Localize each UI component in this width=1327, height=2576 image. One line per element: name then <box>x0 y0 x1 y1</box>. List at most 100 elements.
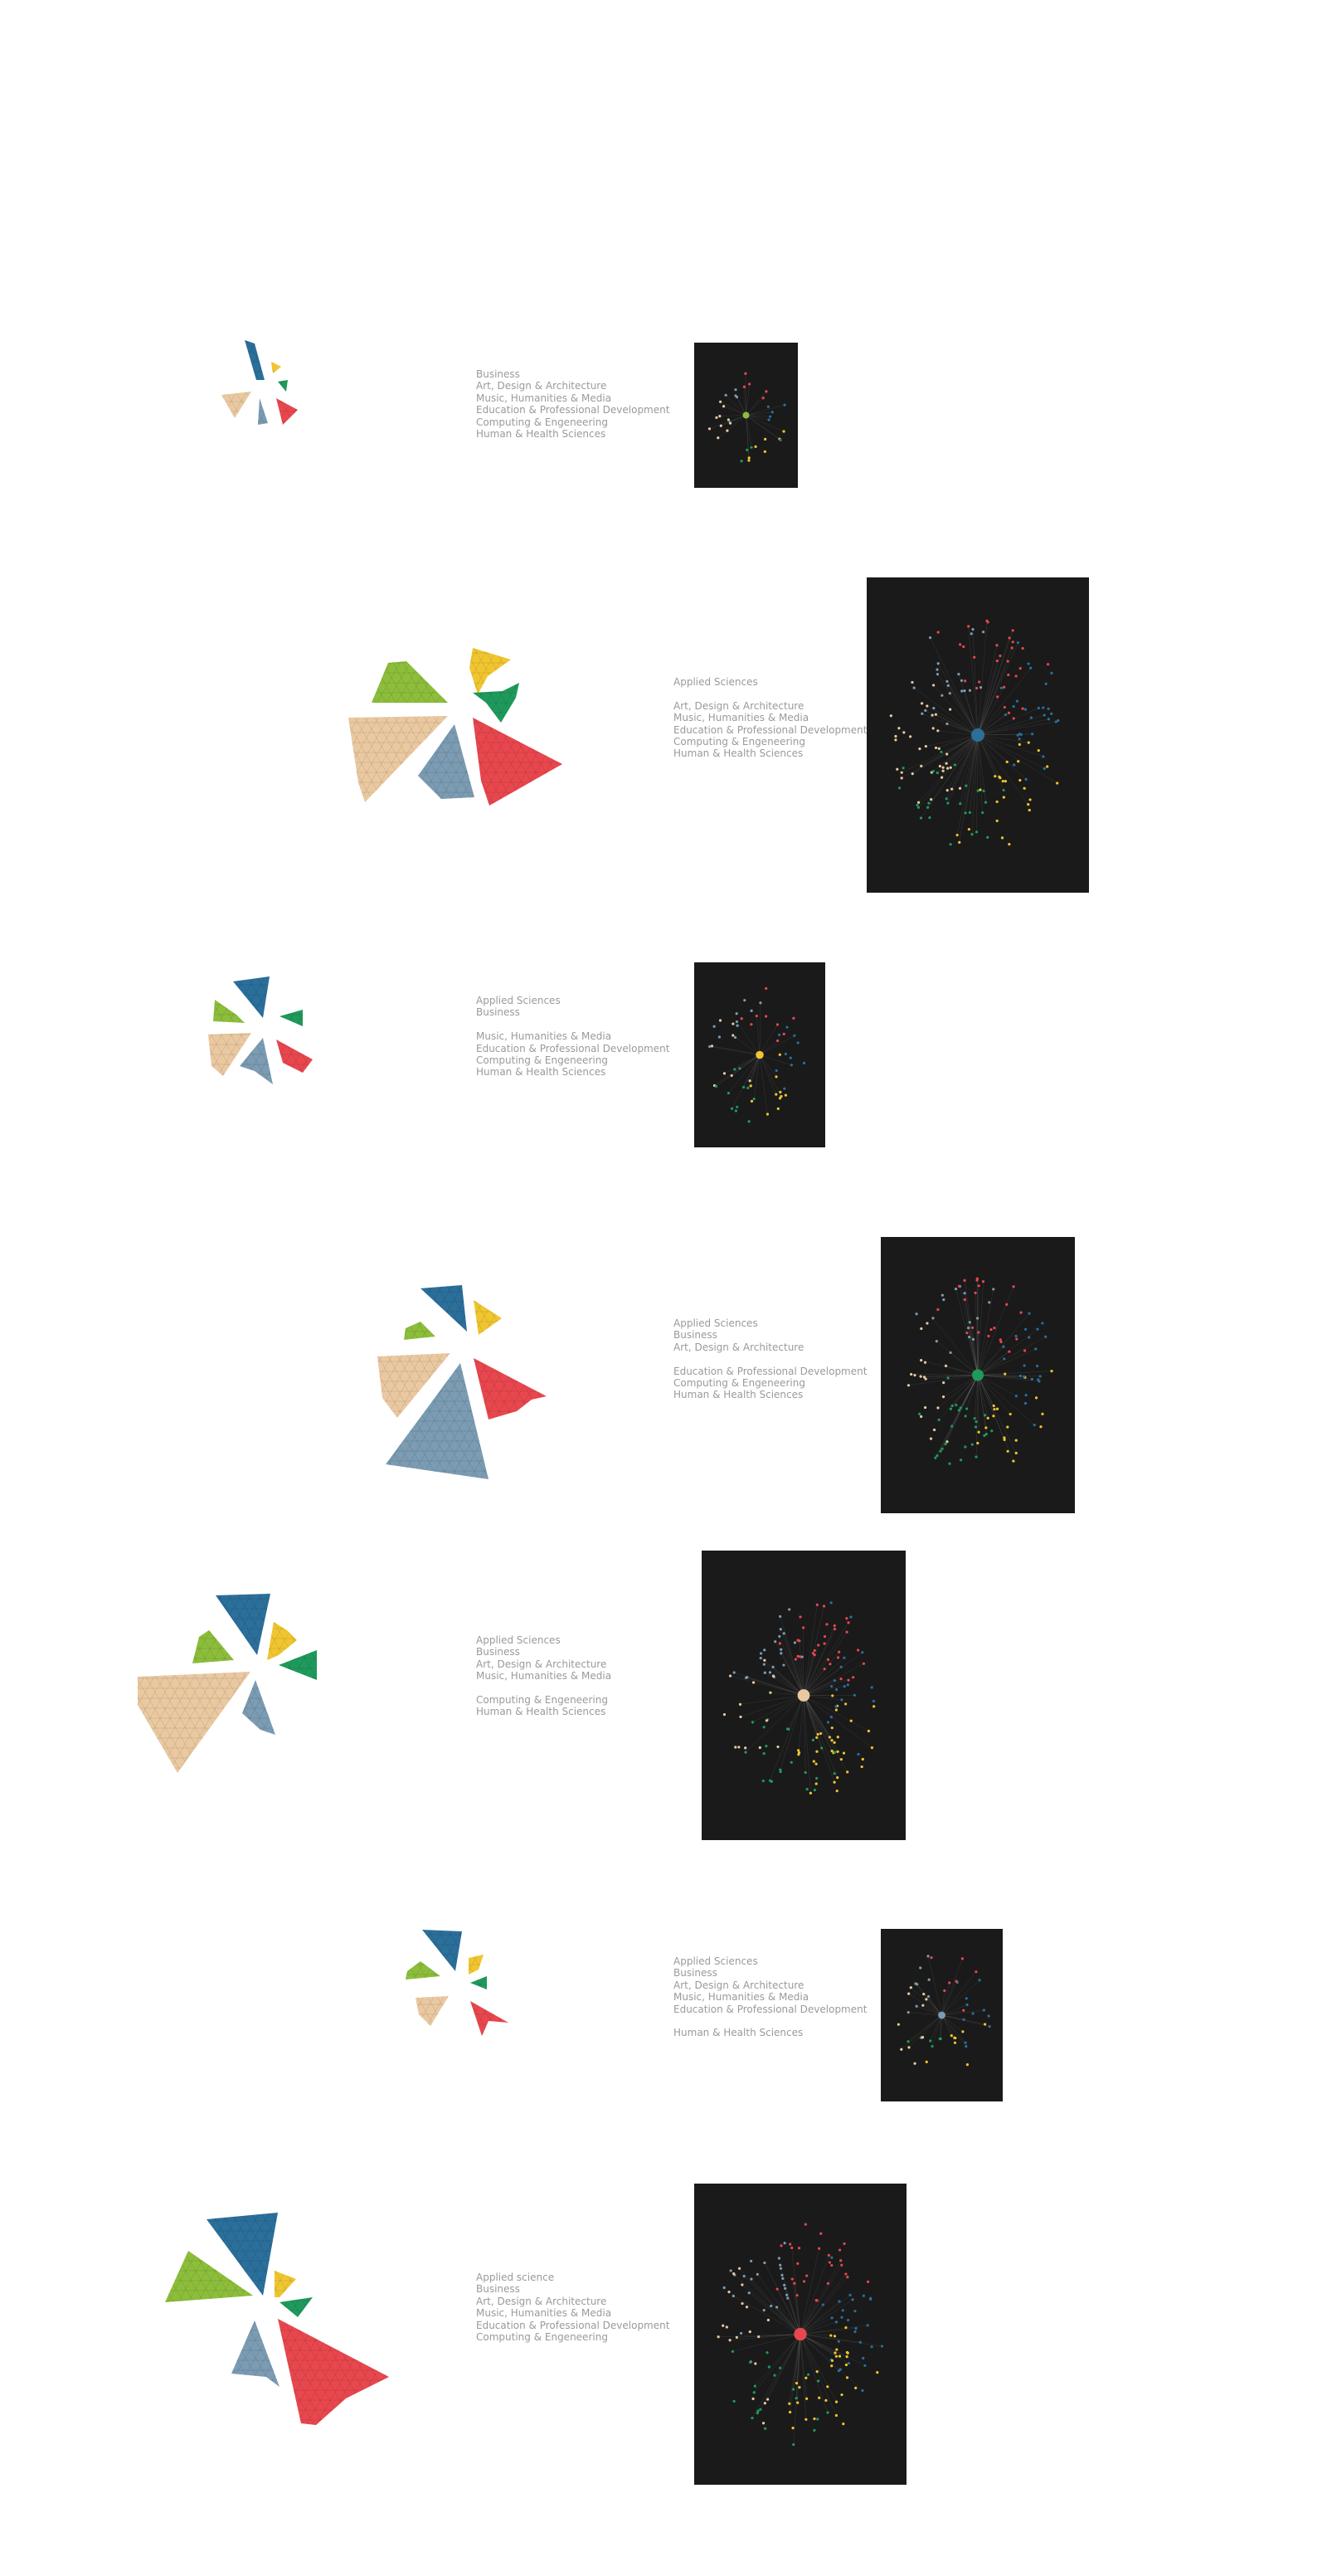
network-node <box>763 450 766 453</box>
legend-item: Human & Health Sciences <box>673 1389 804 1401</box>
network-node <box>766 2318 770 2322</box>
network-svg <box>707 372 786 463</box>
network-edge <box>977 1375 989 1419</box>
network-node <box>746 448 749 451</box>
network-node <box>828 2261 832 2264</box>
network-node <box>750 1009 753 1012</box>
network-edge <box>913 687 979 736</box>
network-node <box>1012 704 1015 709</box>
network-edge <box>770 1672 804 1696</box>
network-node <box>907 2040 910 2043</box>
network-node <box>953 2036 956 2039</box>
network-node <box>984 801 988 804</box>
network-edge <box>977 1375 1011 1415</box>
network-hub-node <box>742 411 750 419</box>
network-node <box>983 1434 986 1437</box>
network-node <box>982 631 985 634</box>
legend-item: Music, Humanities & Media <box>673 1991 809 2004</box>
network-node <box>736 1024 739 1027</box>
network-edge <box>921 1375 979 1377</box>
network-node <box>845 2376 849 2379</box>
network-node <box>1050 712 1053 716</box>
network-node <box>930 797 933 801</box>
network-node <box>1037 706 1040 710</box>
network-graph <box>867 577 1089 893</box>
network-node <box>752 1097 756 1101</box>
network-node <box>750 446 753 449</box>
network-node <box>804 2223 807 2226</box>
network-edge <box>746 415 770 421</box>
network-node <box>776 1107 780 1111</box>
network-node <box>959 1458 963 1462</box>
network-node <box>1009 1412 1012 1416</box>
network-node <box>945 679 949 683</box>
network-node <box>1015 1337 1018 1341</box>
network-node <box>804 2418 808 2421</box>
network-edge <box>964 690 979 736</box>
network-node <box>926 1322 929 1325</box>
network-node <box>742 385 746 388</box>
network-node <box>918 747 921 751</box>
network-edge <box>803 1695 819 1735</box>
network-node <box>798 1639 801 1643</box>
network-node <box>748 1079 751 1083</box>
network-node <box>995 800 999 804</box>
network-node <box>834 1708 838 1712</box>
network-node <box>1006 1449 1009 1453</box>
network-edge <box>746 1677 804 1696</box>
network-node <box>732 2294 735 2298</box>
emblem-music-shape <box>279 1650 317 1680</box>
network-edge <box>977 734 1057 784</box>
network-node <box>805 2274 809 2277</box>
network-node <box>926 806 930 809</box>
network-node <box>1010 646 1013 650</box>
emblem-education-shape <box>348 716 448 802</box>
network-node <box>921 712 924 715</box>
network-node <box>870 1746 874 1750</box>
network-node <box>727 2291 731 2294</box>
network-node <box>756 2409 760 2413</box>
network-node <box>779 2267 783 2270</box>
network-node <box>813 2417 816 2421</box>
network-node <box>815 2370 819 2374</box>
network-svg <box>907 1277 1053 1465</box>
network-edge <box>800 2328 857 2335</box>
network-edge <box>759 1054 768 1115</box>
network-edge <box>947 734 979 791</box>
network-node <box>1056 782 1059 785</box>
network-node <box>853 2310 857 2313</box>
network-node <box>749 1084 752 1088</box>
network-node <box>989 1328 993 1332</box>
network-node <box>836 1750 839 1753</box>
network-node <box>800 1655 804 1658</box>
network-edge <box>950 1375 979 1410</box>
network-node <box>965 1331 969 1335</box>
network-node <box>1012 1459 1015 1463</box>
network-node <box>830 2359 834 2363</box>
network-node <box>968 1335 971 1339</box>
network-node <box>926 1994 931 1999</box>
network-edge <box>803 1695 835 1743</box>
network-node <box>911 680 914 684</box>
network-edge <box>712 1045 761 1055</box>
network-edge <box>746 383 750 416</box>
network-node <box>785 1025 789 1029</box>
network-node <box>1002 1345 1005 1348</box>
network-edge <box>968 626 979 736</box>
network-node <box>758 1746 761 1750</box>
network-node <box>724 393 727 397</box>
network-node <box>816 1732 819 1736</box>
network-edge <box>794 2283 801 2335</box>
network-node <box>1008 842 1011 846</box>
network-node <box>853 1693 856 1697</box>
network-node <box>750 1023 753 1026</box>
network-node <box>747 1120 751 1123</box>
network-edge <box>966 1375 979 1410</box>
network-svg <box>897 1955 991 2067</box>
network-node <box>992 1288 995 1291</box>
network-node <box>941 694 944 697</box>
network-edge <box>977 1375 979 1433</box>
network-node <box>862 2356 865 2360</box>
network-edge <box>800 2334 848 2357</box>
network-node <box>1014 674 1018 678</box>
